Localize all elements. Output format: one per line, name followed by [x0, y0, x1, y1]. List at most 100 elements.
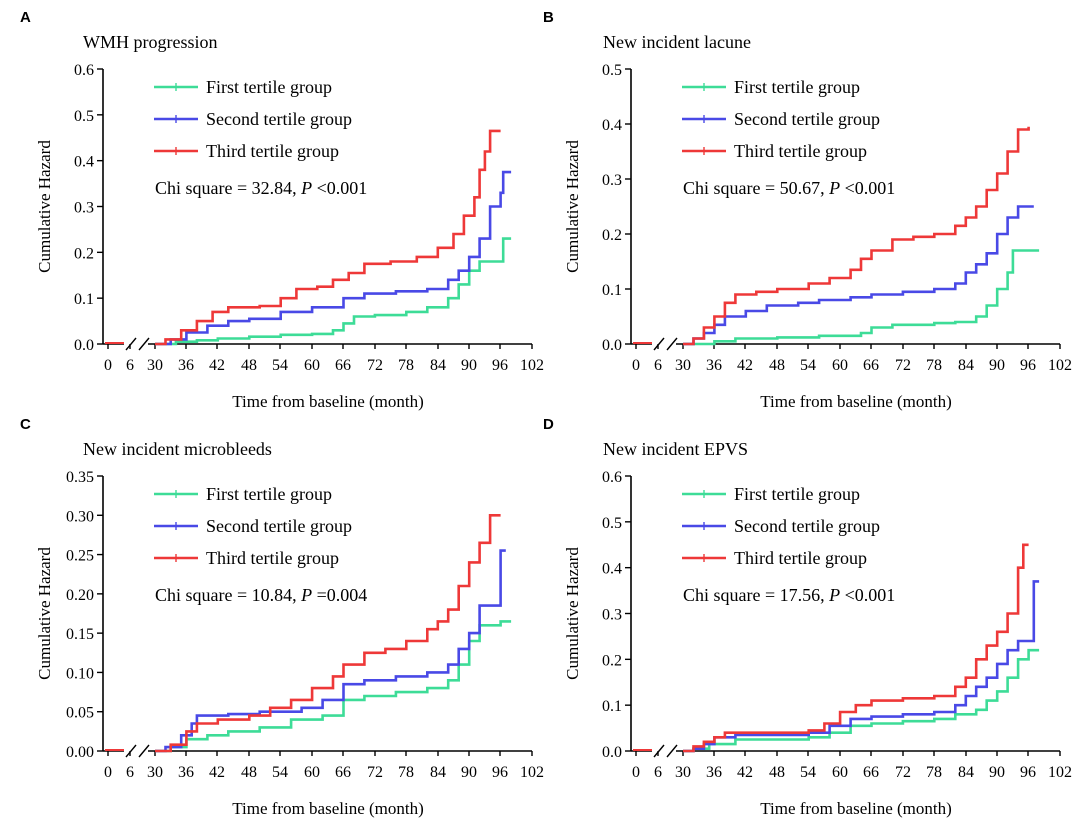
x-axis-label: Time from baseline (month): [232, 392, 424, 411]
y-tick-label: 0.1: [74, 291, 94, 308]
x-tick-label: 30: [675, 357, 691, 374]
x-tick-label: 102: [520, 764, 544, 781]
y-tick-label: 0.00: [66, 744, 94, 761]
chart-panel-C: 0.00 0.05 0.10 0.15 0.20 0.25 0.30 0.35 0 6 30 36 42…: [35, 469, 544, 818]
x-tick-label: 36: [178, 357, 194, 374]
x-axis-label: Time from baseline (month): [760, 392, 952, 411]
series-line-2: [683, 205, 1034, 346]
x-tick-label: 36: [706, 357, 722, 374]
x-tick-label: 30: [147, 357, 163, 374]
x-tick-label: 72: [367, 764, 383, 781]
x-tick-label: 90: [989, 764, 1005, 781]
legend-label-2: Second tertile group: [734, 109, 880, 129]
x-tick-label: 36: [706, 764, 722, 781]
x-tick-label: 72: [895, 357, 911, 374]
series-line-3: [155, 129, 501, 346]
x-tick-label: 30: [147, 764, 163, 781]
series-line-2: [155, 170, 512, 346]
series-line-3: [155, 514, 501, 753]
y-tick-label: 0.4: [602, 561, 622, 578]
chi-text: Chi square = 10.84,: [155, 585, 301, 605]
x-tick-label: 48: [241, 357, 257, 374]
x-tick-label: 0: [632, 764, 640, 781]
y-tick-label: 0.3: [74, 200, 94, 217]
legend-label-2: Second tertile group: [206, 109, 352, 129]
axis-break-mark: [653, 337, 665, 351]
y-tick-label: 0.6: [602, 469, 622, 486]
x-axis-label: Time from baseline (month): [760, 799, 952, 818]
chi-square-annotation: Chi square = 10.84, P =0.004: [155, 585, 367, 605]
x-tick-label: 6: [654, 764, 662, 781]
x-tick-label: 96: [1020, 357, 1036, 374]
y-tick-label: 0.2: [602, 652, 622, 669]
panel-letter-A: A: [20, 9, 31, 26]
y-tick-label: 0.20: [66, 587, 94, 604]
x-tick-label: 96: [492, 357, 508, 374]
y-tick-label: 0.3: [602, 607, 622, 624]
y-axis-label: Cumulative Hazard: [563, 140, 582, 273]
p-symbol: P: [300, 178, 312, 198]
legend-label-1: First tertile group: [734, 77, 860, 97]
p-value: <0.001: [312, 178, 367, 198]
y-tick-label: 0.30: [66, 508, 94, 525]
x-tick-label: 78: [398, 357, 414, 374]
x-tick-label: 90: [461, 764, 477, 781]
chi-text: Chi square = 32.84,: [155, 178, 301, 198]
axis-break-mark: [125, 744, 137, 758]
y-tick-label: 0.35: [66, 469, 94, 486]
x-tick-label: 54: [272, 764, 288, 781]
y-tick-label: 0.2: [602, 227, 622, 244]
x-tick-label: 6: [126, 357, 134, 374]
axis-break-mark: [666, 744, 678, 758]
x-tick-label: 48: [769, 357, 785, 374]
p-value: =0.004: [312, 585, 367, 605]
y-tick-label: 0.10: [66, 665, 94, 682]
x-tick-label: 48: [769, 764, 785, 781]
series-line-1: [683, 249, 1040, 346]
x-tick-label: 42: [737, 357, 753, 374]
x-tick-label: 78: [398, 764, 414, 781]
legend-label-2: Second tertile group: [734, 516, 880, 536]
x-tick-label: 66: [335, 357, 351, 374]
y-tick-label: 0.25: [66, 548, 94, 565]
y-tick-label: 0.1: [602, 698, 622, 715]
legend-label-2: Second tertile group: [206, 516, 352, 536]
y-tick-label: 0.5: [74, 108, 94, 125]
panel-letter-B: B: [543, 9, 554, 26]
x-tick-label: 54: [272, 357, 288, 374]
chi-square-annotation: Chi square = 50.67, P <0.001: [683, 178, 895, 198]
x-tick-label: 60: [832, 357, 848, 374]
series-line-2: [155, 549, 506, 753]
x-tick-label: 54: [800, 357, 816, 374]
legend-label-1: First tertile group: [206, 77, 332, 97]
chi-square-annotation: Chi square = 32.84, P <0.001: [155, 178, 367, 198]
axis-break-mark: [125, 337, 137, 351]
legend-label-3: Third tertile group: [206, 548, 339, 568]
x-tick-label: 48: [241, 764, 257, 781]
x-tick-label: 54: [800, 764, 816, 781]
x-tick-label: 84: [430, 357, 446, 374]
y-tick-label: 0.4: [602, 117, 622, 134]
legend-label-1: First tertile group: [206, 484, 332, 504]
p-symbol: P: [828, 178, 840, 198]
y-axis-label: Cumulative Hazard: [35, 547, 54, 680]
chart-panel-A: 0.0 0.1 0.2 0.3 0.4 0.5 0.6 0 6 30 36 42 48 54 60 66 72 7…: [35, 62, 544, 411]
legend-label-3: Third tertile group: [734, 548, 867, 568]
x-tick-label: 6: [654, 357, 662, 374]
x-tick-label: 0: [632, 357, 640, 374]
chart-title-C: New incident microbleeds: [83, 439, 272, 459]
x-tick-label: 102: [1048, 764, 1072, 781]
x-tick-label: 42: [737, 764, 753, 781]
chart-panel-B: 0.0 0.1 0.2 0.3 0.4 0.5 0 6 30 36 42 48 54 60 66 72 78 84…: [563, 62, 1072, 411]
series-line-3: [683, 126, 1030, 346]
axis-break-mark: [653, 744, 665, 758]
panel-letter-D: D: [543, 416, 554, 433]
x-tick-label: 66: [335, 764, 351, 781]
axis-break-mark: [666, 337, 678, 351]
x-tick-label: 42: [209, 764, 225, 781]
panel-letter-C: C: [20, 416, 31, 433]
y-tick-label: 0.4: [74, 154, 94, 171]
chi-text: Chi square = 50.67,: [683, 178, 829, 198]
p-symbol: P: [300, 585, 312, 605]
